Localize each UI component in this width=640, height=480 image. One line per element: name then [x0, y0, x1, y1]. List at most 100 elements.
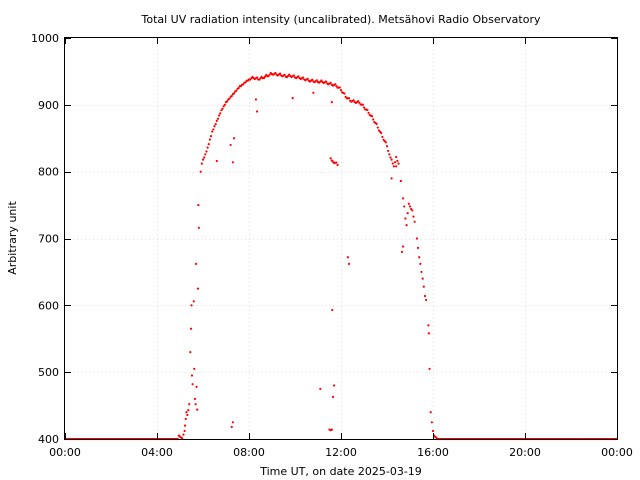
y-tick-label: 600 — [38, 299, 59, 312]
data-point — [201, 158, 205, 161]
x-tick-label: 00:00 — [49, 446, 81, 459]
data-point — [216, 117, 220, 120]
data-point — [347, 262, 351, 265]
data-point — [190, 304, 193, 307]
data-point — [262, 77, 266, 80]
data-point — [402, 245, 405, 248]
grid-lines — [65, 38, 617, 439]
data-point — [211, 130, 214, 133]
data-point — [400, 250, 404, 253]
data-point — [209, 135, 213, 138]
data-point — [402, 197, 405, 200]
data-point — [393, 161, 397, 164]
data-point — [203, 156, 206, 159]
data-point — [388, 153, 391, 156]
data-point — [205, 150, 208, 153]
data-point — [230, 425, 233, 429]
data-point — [422, 285, 425, 288]
data-point — [339, 89, 343, 92]
data-point — [324, 80, 328, 83]
data-point — [191, 383, 194, 386]
data-point — [255, 76, 259, 79]
data-point — [212, 128, 215, 131]
data-point — [195, 262, 198, 265]
data-point — [396, 159, 399, 162]
data-point — [185, 411, 188, 414]
data-point — [389, 156, 392, 159]
data-point — [268, 73, 271, 76]
data-point — [189, 327, 193, 330]
data-point — [315, 79, 318, 82]
y-tick-label: 1000 — [31, 32, 59, 45]
data-point — [208, 138, 211, 141]
data-point — [226, 100, 229, 103]
data-point — [390, 177, 393, 180]
data-point — [367, 111, 370, 114]
x-tick-label: 16:00 — [417, 446, 449, 459]
data-point — [181, 437, 184, 440]
data-point — [358, 101, 361, 104]
data-point — [408, 205, 412, 208]
x-tick-label: 20:00 — [509, 446, 541, 459]
data-point — [215, 119, 218, 122]
data-point — [429, 411, 432, 414]
data-point — [411, 209, 414, 212]
data-point — [391, 162, 394, 165]
data-point — [423, 294, 427, 298]
data-point — [215, 159, 218, 163]
data-point — [331, 395, 335, 398]
data-point — [194, 403, 197, 406]
data-point — [387, 149, 390, 152]
x-tick-label: 04:00 — [141, 446, 173, 459]
data-point — [193, 397, 197, 400]
data-point — [352, 99, 355, 102]
data-point — [267, 75, 270, 78]
y-tick-label: 700 — [38, 233, 59, 246]
data-point — [335, 161, 338, 164]
y-tick-label: 500 — [38, 366, 59, 379]
data-point — [336, 163, 339, 167]
data-point — [192, 300, 195, 303]
data-point — [330, 428, 333, 431]
data-point — [390, 158, 393, 161]
data-point — [221, 107, 224, 110]
data-point — [199, 170, 202, 173]
data-point — [362, 106, 366, 109]
data-point — [392, 165, 395, 168]
data-point — [427, 332, 430, 335]
x-axis-label: Time UT, on date 2025-03-19 — [259, 465, 422, 478]
y-axis-tick-labels: 400 500 600 700 800 900 1000 — [31, 32, 59, 446]
data-point — [384, 141, 387, 144]
data-point — [343, 92, 346, 95]
data-point — [197, 203, 200, 207]
data-point — [413, 220, 416, 223]
axis-ticks — [65, 38, 618, 440]
data-point — [385, 145, 389, 148]
data-point — [306, 77, 309, 80]
data-point — [420, 270, 423, 274]
data-point — [186, 413, 189, 417]
data-point — [218, 114, 221, 117]
data-point — [232, 137, 236, 140]
data-point — [370, 115, 374, 118]
data-point — [335, 85, 338, 88]
data-point — [372, 118, 375, 121]
data-point — [376, 126, 379, 129]
data-point — [347, 97, 351, 100]
data-point — [333, 384, 336, 387]
data-point — [415, 237, 418, 240]
data-point — [231, 161, 234, 164]
data-point — [431, 429, 435, 433]
data-point — [283, 73, 286, 76]
data-point — [366, 108, 369, 112]
data-point — [264, 75, 267, 78]
x-tick-label: 08:00 — [233, 446, 265, 459]
data-point — [183, 424, 187, 427]
data-point — [331, 308, 334, 312]
plot-frame — [64, 37, 618, 440]
data-point — [278, 72, 282, 75]
data-point — [427, 324, 430, 327]
y-tick-label: 400 — [38, 433, 59, 446]
data-point — [228, 97, 231, 100]
